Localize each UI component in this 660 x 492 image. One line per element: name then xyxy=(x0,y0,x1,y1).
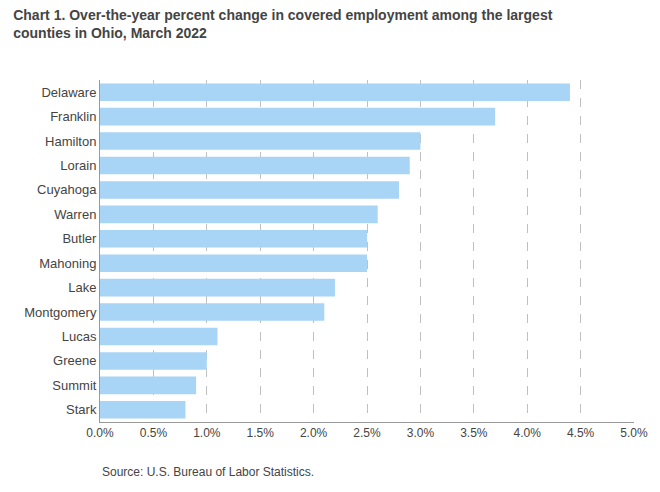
svg-text:2.5%: 2.5% xyxy=(353,426,381,440)
svg-text:3.0%: 3.0% xyxy=(407,426,435,440)
svg-text:Source: U.S. Bureau of Labor S: Source: U.S. Bureau of Labor Statistics. xyxy=(102,465,314,479)
svg-text:0.0%: 0.0% xyxy=(86,426,114,440)
svg-text:Summit: Summit xyxy=(52,378,96,393)
svg-text:Hamilton: Hamilton xyxy=(45,134,96,149)
svg-text:Chart 1. Over-the-year percent: Chart 1. Over-the-year percent change in… xyxy=(13,7,552,41)
svg-text:Montgomery: Montgomery xyxy=(24,305,97,320)
svg-text:Delaware: Delaware xyxy=(41,85,96,100)
svg-text:Cuyahoga: Cuyahoga xyxy=(37,182,97,197)
svg-text:4.5%: 4.5% xyxy=(567,426,595,440)
svg-text:Butler: Butler xyxy=(62,231,97,246)
svg-text:Warren: Warren xyxy=(54,207,96,222)
svg-text:1.5%: 1.5% xyxy=(247,426,275,440)
svg-text:Greene: Greene xyxy=(53,353,96,368)
svg-text:Lorain: Lorain xyxy=(60,158,96,173)
svg-text:5.0%: 5.0% xyxy=(620,426,648,440)
svg-text:2.0%: 2.0% xyxy=(300,426,328,440)
svg-text:Lake: Lake xyxy=(68,280,96,295)
svg-text:4.0%: 4.0% xyxy=(514,426,542,440)
svg-text:0.5%: 0.5% xyxy=(140,426,168,440)
svg-text:Lucas: Lucas xyxy=(62,329,97,344)
svg-text:1.0%: 1.0% xyxy=(193,426,221,440)
svg-text:Stark: Stark xyxy=(66,402,97,417)
svg-text:Franklin: Franklin xyxy=(50,109,96,124)
svg-text:3.5%: 3.5% xyxy=(460,426,488,440)
svg-text:Mahoning: Mahoning xyxy=(39,256,96,271)
